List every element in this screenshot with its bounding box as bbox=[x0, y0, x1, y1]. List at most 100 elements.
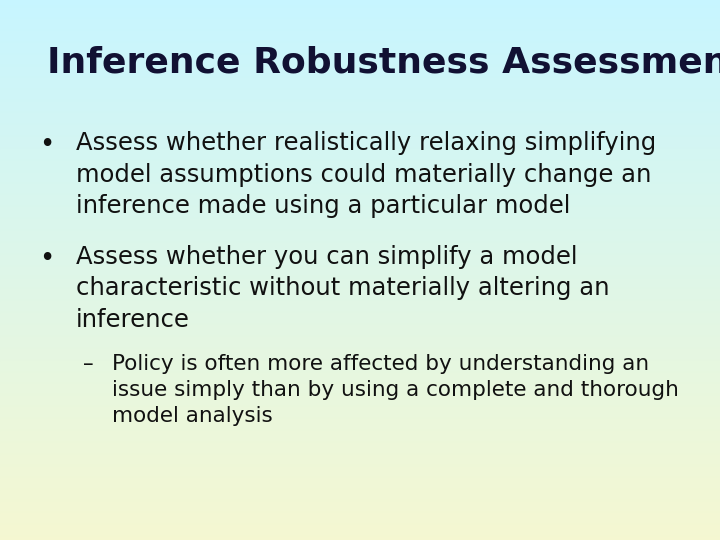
Bar bbox=[0, 29, 720, 30]
Bar bbox=[0, 401, 720, 402]
Bar bbox=[0, 35, 720, 36]
Bar bbox=[0, 413, 720, 414]
Bar bbox=[0, 378, 720, 379]
Bar bbox=[0, 497, 720, 498]
Bar bbox=[0, 523, 720, 524]
Bar bbox=[0, 341, 720, 342]
Bar bbox=[0, 185, 720, 186]
Bar bbox=[0, 171, 720, 172]
Bar bbox=[0, 124, 720, 125]
Bar bbox=[0, 337, 720, 338]
Bar bbox=[0, 151, 720, 152]
Bar bbox=[0, 356, 720, 357]
Bar bbox=[0, 281, 720, 282]
Bar bbox=[0, 362, 720, 363]
Bar bbox=[0, 442, 720, 443]
Bar bbox=[0, 464, 720, 465]
Bar bbox=[0, 26, 720, 27]
Bar bbox=[0, 463, 720, 464]
Bar bbox=[0, 63, 720, 64]
Bar bbox=[0, 485, 720, 486]
Bar bbox=[0, 150, 720, 151]
Bar bbox=[0, 296, 720, 297]
Bar bbox=[0, 486, 720, 487]
Bar bbox=[0, 202, 720, 203]
Bar bbox=[0, 363, 720, 364]
Bar bbox=[0, 242, 720, 243]
Bar bbox=[0, 161, 720, 162]
Bar bbox=[0, 443, 720, 444]
Bar bbox=[0, 32, 720, 33]
Bar bbox=[0, 62, 720, 63]
Bar bbox=[0, 323, 720, 324]
Bar bbox=[0, 207, 720, 208]
Bar bbox=[0, 364, 720, 365]
Bar bbox=[0, 458, 720, 459]
Bar bbox=[0, 53, 720, 54]
Bar bbox=[0, 241, 720, 242]
Bar bbox=[0, 178, 720, 179]
Bar bbox=[0, 222, 720, 224]
Bar bbox=[0, 69, 720, 70]
Bar bbox=[0, 97, 720, 98]
Bar bbox=[0, 491, 720, 492]
Bar bbox=[0, 406, 720, 407]
Bar bbox=[0, 52, 720, 53]
Bar bbox=[0, 113, 720, 114]
Bar bbox=[0, 96, 720, 97]
Bar bbox=[0, 339, 720, 340]
Bar bbox=[0, 279, 720, 280]
Bar bbox=[0, 138, 720, 139]
Bar bbox=[0, 186, 720, 187]
Bar bbox=[0, 440, 720, 441]
Bar bbox=[0, 0, 720, 1]
Bar bbox=[0, 311, 720, 312]
Bar bbox=[0, 145, 720, 146]
Bar bbox=[0, 441, 720, 442]
Bar bbox=[0, 380, 720, 381]
Text: –: – bbox=[83, 354, 94, 374]
Bar bbox=[0, 297, 720, 298]
Bar bbox=[0, 468, 720, 469]
Bar bbox=[0, 529, 720, 530]
Bar bbox=[0, 73, 720, 75]
Bar bbox=[0, 377, 720, 378]
Bar bbox=[0, 527, 720, 528]
Bar bbox=[0, 351, 720, 352]
Bar bbox=[0, 225, 720, 226]
Bar bbox=[0, 382, 720, 383]
Bar bbox=[0, 291, 720, 292]
Bar bbox=[0, 480, 720, 481]
Bar bbox=[0, 226, 720, 227]
Bar bbox=[0, 153, 720, 154]
Bar bbox=[0, 495, 720, 496]
Bar bbox=[0, 298, 720, 299]
Bar bbox=[0, 2, 720, 3]
Bar bbox=[0, 163, 720, 164]
Bar bbox=[0, 408, 720, 409]
Bar bbox=[0, 11, 720, 12]
Bar bbox=[0, 13, 720, 14]
Bar bbox=[0, 15, 720, 16]
Bar bbox=[0, 475, 720, 476]
Bar bbox=[0, 522, 720, 523]
Bar bbox=[0, 465, 720, 467]
Bar bbox=[0, 384, 720, 386]
Bar bbox=[0, 130, 720, 131]
Bar bbox=[0, 334, 720, 335]
Bar bbox=[0, 349, 720, 350]
Bar bbox=[0, 77, 720, 78]
Bar bbox=[0, 72, 720, 73]
Bar bbox=[0, 210, 720, 211]
Bar bbox=[0, 379, 720, 380]
Bar bbox=[0, 287, 720, 288]
Bar bbox=[0, 453, 720, 454]
Bar bbox=[0, 361, 720, 362]
Bar bbox=[0, 514, 720, 515]
Bar bbox=[0, 403, 720, 404]
Bar bbox=[0, 6, 720, 8]
Bar bbox=[0, 489, 720, 490]
Bar bbox=[0, 469, 720, 470]
Bar bbox=[0, 366, 720, 367]
Bar bbox=[0, 335, 720, 336]
